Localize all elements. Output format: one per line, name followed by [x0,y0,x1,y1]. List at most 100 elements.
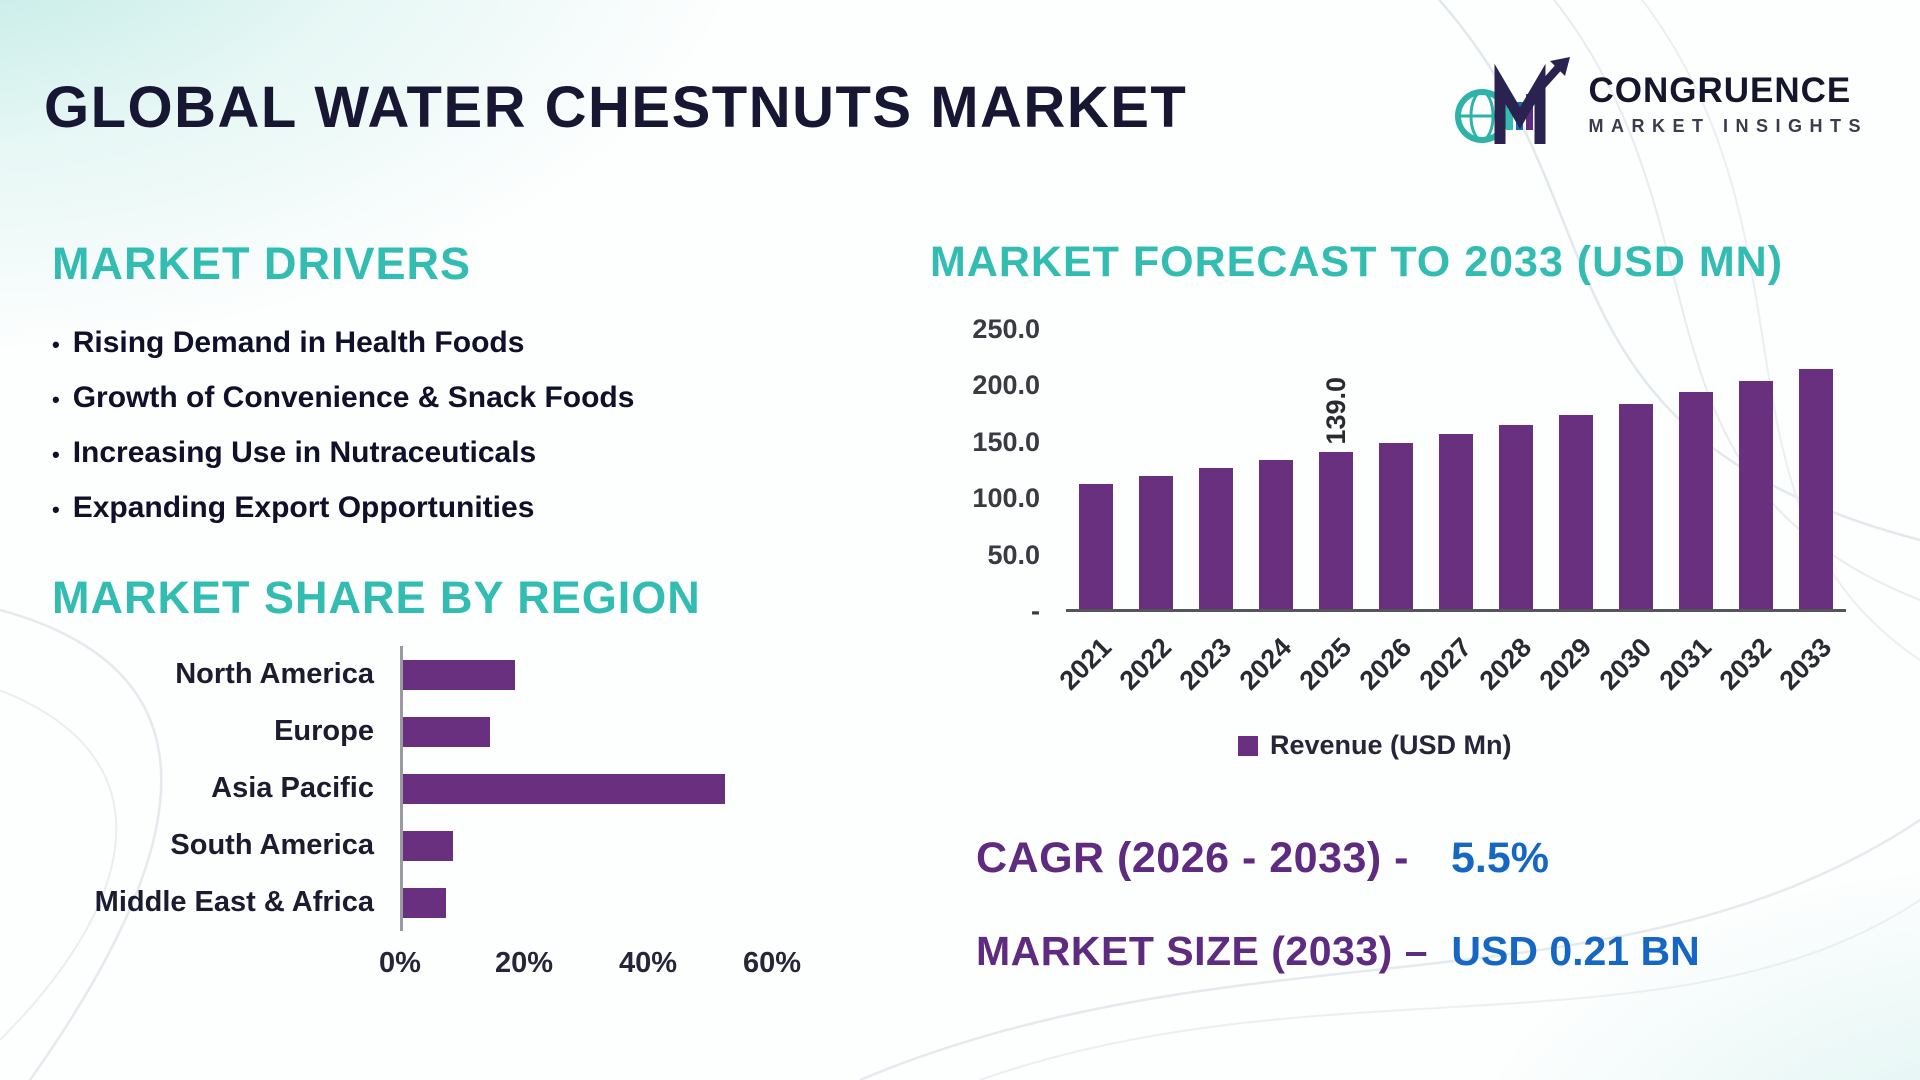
region-bar [403,716,490,747]
forecast-x-tick: 2029 [1533,632,1598,696]
forecast-x-tick: 2025 [1293,632,1358,696]
driver-item: • Expanding Export Opportunities [52,491,634,525]
driver-item: • Rising Demand in Health Foods [52,326,634,360]
forecast-x-tick: 2026 [1353,632,1418,696]
forecast-heading: MARKET FORECAST TO 2033 (USD MN) [930,238,1784,286]
bullet-icon: • [52,497,60,522]
forecast-x-tick: 2024 [1233,632,1298,696]
company-logo: CONGRUENCE MARKET INSIGHTS [1452,54,1868,154]
congruence-logo-icon [1455,57,1571,144]
region-bar-cell [400,874,832,931]
forecast-bar [1559,415,1593,609]
forecast-x-axis: 2021 2022 2023 2024 2025 2026 2027 2028 2029 2030… [1054,622,1846,722]
forecast-bar-column [1786,330,1846,609]
forecast-bar-column [1606,330,1666,609]
region-bar-cell [400,646,832,703]
forecast-bar [1499,425,1533,609]
forecast-chart: 250.0 200.0 150.0 100.0 50.0 - 139.0 2021 2022… [938,314,1878,790]
market-size-value: USD 0.21 BN [1451,928,1700,974]
forecast-x-tick: 2030 [1593,632,1658,696]
forecast-y-tick: 150.0 [972,426,1040,457]
bullet-icon: • [52,387,60,412]
market-drivers-heading: MARKET DRIVERS [52,238,472,289]
region-share-heading: MARKET SHARE BY REGION [52,572,701,623]
forecast-bar [1319,452,1353,609]
driver-text: Growth of Convenience & Snack Foods [72,381,635,414]
market-size-stat: MARKET SIZE (2033) – USD 0.21 BN [976,928,1700,975]
region-bar [403,887,447,918]
legend-label: Revenue (USD Mn) [1270,730,1512,760]
forecast-x-tick: 2027 [1413,632,1478,696]
forecast-x-tick: 2028 [1473,632,1538,696]
region-label: Europe [274,715,374,747]
forecast-y-tick: 100.0 [972,483,1040,514]
region-x-tick: 60% [742,947,802,979]
forecast-bar-column [1666,330,1726,609]
region-row: Middle East & Africa [52,874,832,931]
forecast-bar [1199,468,1233,609]
driver-item: • Growth of Convenience & Snack Foods [52,381,634,415]
logo-company-name: CONGRUENCE [1588,71,1852,110]
forecast-bar [1679,392,1713,609]
driver-text: Increasing Use in Nutraceuticals [72,436,537,469]
market-drivers-list: • Rising Demand in Health Foods • Growth of… [52,326,634,546]
forecast-bar-column [1486,330,1546,609]
forecast-bar [1259,460,1293,609]
forecast-bar-column [1546,330,1606,609]
forecast-bar [1379,443,1413,609]
forecast-bar-column [1186,330,1246,609]
region-label: Middle East & Africa [94,886,374,918]
forecast-bar-column [1246,330,1306,609]
forecast-y-tick: 200.0 [972,370,1040,401]
region-x-axis: 0% 20% 40% 60% [379,947,832,991]
forecast-x-tick: 2021 [1053,632,1118,696]
region-row: Asia Pacific [52,760,832,817]
region-chart-rows: North America Europe Asia Pacific South Ame… [52,646,832,931]
region-row: North America [52,646,832,703]
region-share-chart: North America Europe Asia Pacific South Ame… [52,646,832,991]
forecast-x-tick: 2032 [1713,632,1778,696]
forecast-bar [1439,434,1473,609]
forecast-y-axis: 250.0 200.0 150.0 100.0 50.0 - [938,314,1040,626]
forecast-bar-column [1366,330,1426,609]
region-bar [403,773,726,804]
forecast-x-tick: 2023 [1173,632,1238,696]
logo-tagline: MARKET INSIGHTS [1588,116,1868,136]
bar-value-label: 139.0 [1320,376,1351,445]
forecast-bar-column [1426,330,1486,609]
forecast-y-tick: - [1031,596,1040,626]
forecast-x-tick: 2031 [1653,632,1718,696]
region-row: South America [52,817,832,874]
region-bar [403,830,453,861]
forecast-bar-column: 139.0 [1306,330,1366,609]
forecast-x-tick: 2033 [1773,632,1838,696]
forecast-bar-column [1126,330,1186,609]
region-label: Asia Pacific [211,772,374,804]
driver-text: Expanding Export Opportunities [72,491,535,524]
forecast-bar [1139,475,1173,609]
driver-item: • Increasing Use in Nutraceuticals [52,436,634,470]
logo-text: CONGRUENCE MARKET INSIGHTS [1588,71,1868,137]
forecast-x-tick: 2022 [1113,632,1178,696]
cagr-stat: CAGR (2026 - 2033) - 5.5% [976,834,1549,883]
page-title: GLOBAL WATER CHESTNUTS MARKET [44,75,1188,140]
forecast-plot: 139.0 [1066,330,1846,612]
forecast-bar-column [1726,330,1786,609]
region-bar-cell [400,817,832,874]
forecast-y-tick: 50.0 [987,539,1040,570]
region-bar-cell [400,760,832,817]
forecast-bar [1619,403,1653,609]
forecast-legend: Revenue (USD Mn) [1238,730,1512,761]
region-x-tick: 20% [494,947,554,979]
legend-swatch-icon [1238,735,1258,756]
forecast-bar [1739,381,1773,609]
market-size-label: MARKET SIZE (2033) – [976,928,1428,974]
region-bar [403,659,515,690]
cagr-value: 5.5% [1450,834,1549,882]
region-label: South America [170,829,374,861]
forecast-bar [1799,368,1833,609]
forecast-bar-column [1066,330,1126,609]
region-x-tick: 0% [379,947,421,979]
cagr-label: CAGR (2026 - 2033) - [976,834,1409,882]
region-bar-cell [400,703,832,760]
